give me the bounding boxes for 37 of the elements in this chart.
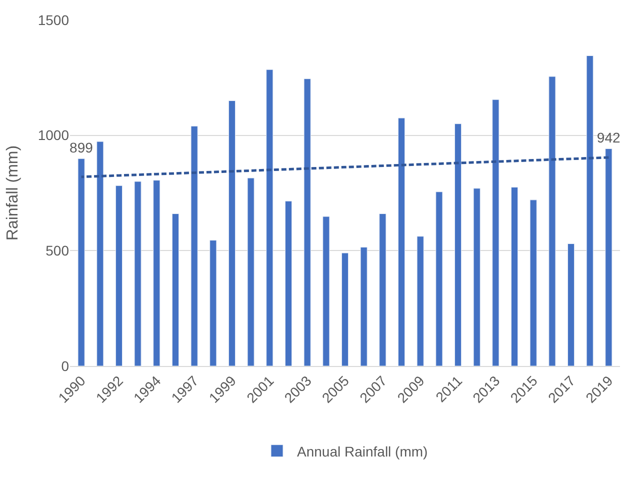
bar — [78, 158, 85, 366]
bar — [510, 186, 518, 366]
bar — [548, 76, 556, 366]
bar — [605, 148, 612, 366]
bar — [530, 200, 537, 366]
bar — [247, 178, 254, 366]
y-tick-label: 1500 — [38, 12, 70, 28]
bar — [473, 188, 480, 366]
bar — [567, 244, 575, 366]
y-tick-label: 1000 — [38, 127, 70, 144]
bar — [228, 100, 236, 366]
bar — [436, 192, 443, 366]
bar — [153, 180, 160, 366]
bar — [172, 214, 180, 366]
bar — [454, 124, 462, 366]
bar — [284, 200, 292, 366]
bar — [210, 240, 217, 366]
bar — [322, 216, 330, 366]
bar — [398, 118, 406, 366]
bar — [266, 69, 274, 366]
data-label: 899 — [70, 140, 94, 156]
bar — [341, 252, 349, 366]
bar — [416, 236, 424, 366]
y-tick-label: 0 — [61, 358, 70, 374]
bar — [586, 56, 594, 366]
bar — [379, 214, 386, 366]
bar — [190, 126, 198, 366]
y-axis-title: Rainfall (mm) — [4, 145, 22, 241]
bar — [115, 185, 123, 366]
y-tick-label: 500 — [46, 242, 70, 259]
legend-label: Annual Rainfall (mm) — [297, 443, 428, 460]
bar — [360, 246, 368, 366]
bar — [96, 141, 104, 366]
bar — [304, 78, 311, 366]
bar — [492, 99, 500, 366]
data-label: 942 — [596, 130, 620, 146]
bar — [134, 181, 142, 366]
